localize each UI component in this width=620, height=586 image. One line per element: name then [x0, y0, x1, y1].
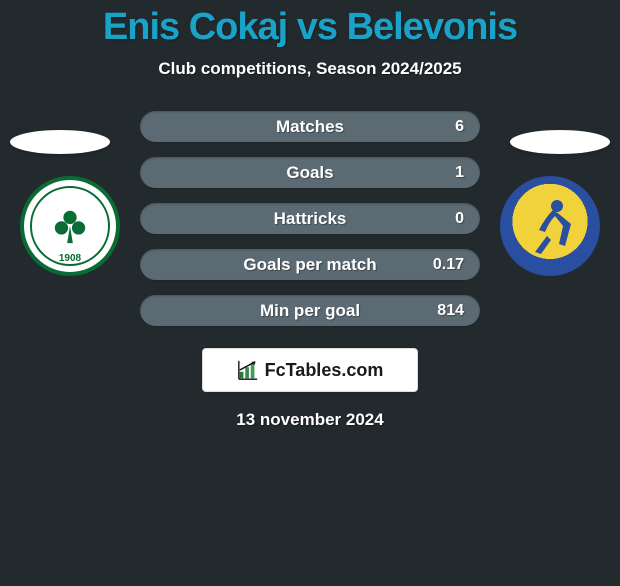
- stat-value: 814: [437, 302, 464, 320]
- stat-value: 0: [455, 210, 464, 228]
- subtitle: Club competitions, Season 2024/2025: [0, 59, 620, 79]
- stat-bar: Min per goal 814: [140, 295, 480, 326]
- chart-icon: [237, 359, 259, 381]
- page-title: Enis Cokaj vs Belevonis: [0, 6, 620, 49]
- stat-label: Matches: [276, 117, 344, 137]
- date-text: 13 november 2024: [0, 410, 620, 430]
- player-avatar-placeholder-right: [510, 130, 610, 154]
- runner-icon: [525, 196, 575, 256]
- stat-label: Goals per match: [243, 255, 376, 275]
- club-badge-left: 1908: [20, 176, 120, 276]
- attribution-badge: FcTables.com: [202, 348, 418, 392]
- stat-value: 1: [455, 164, 464, 182]
- stat-label: Goals: [286, 163, 333, 183]
- badge-year: 1908: [59, 253, 81, 264]
- stat-bar: Hattricks 0: [140, 203, 480, 234]
- attribution-text: FcTables.com: [265, 360, 384, 381]
- stat-bar: Goals 1: [140, 157, 480, 188]
- club-badge-right: [500, 176, 600, 276]
- stat-value: 6: [455, 118, 464, 136]
- stat-label: Min per goal: [260, 301, 360, 321]
- player-avatar-placeholder-left: [10, 130, 110, 154]
- stat-value: 0.17: [433, 256, 464, 274]
- stat-bar: Goals per match 0.17: [140, 249, 480, 280]
- stat-bar: Matches 6: [140, 111, 480, 142]
- stat-label: Hattricks: [274, 209, 347, 229]
